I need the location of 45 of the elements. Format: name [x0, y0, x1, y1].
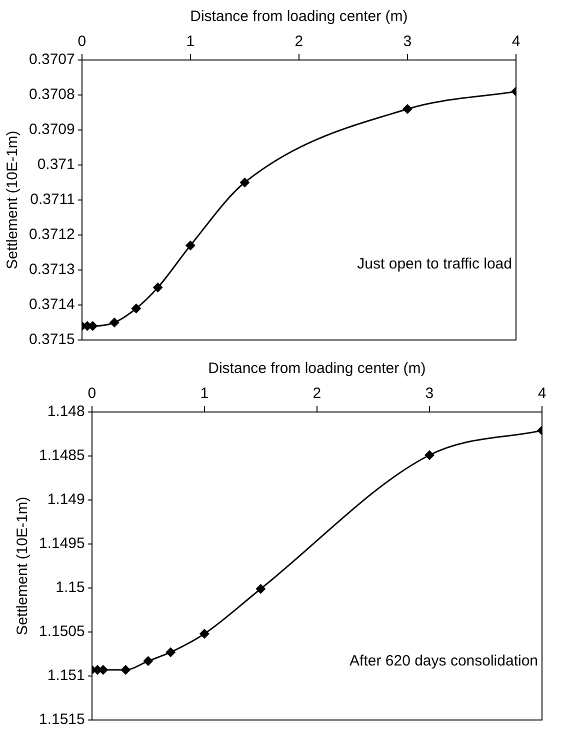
x-tick-label: 0 [78, 33, 86, 50]
y-tick-label: 1.149 [47, 491, 85, 508]
y-tick-label: 0.3712 [28, 226, 75, 244]
point [152, 282, 163, 292]
y-tick-label: 1.1515 [38, 711, 85, 728]
annotation: After 620 days consolidation [350, 652, 538, 670]
point [109, 318, 120, 328]
x-tick-label: 3 [425, 385, 434, 402]
y-tick-label: 1.1495 [38, 535, 85, 552]
y-tick-label: 0.3714 [28, 296, 75, 314]
point [402, 104, 412, 114]
y-tick-label: 1.1485 [38, 447, 85, 464]
point [240, 178, 250, 188]
y-tick-label: 0.3711 [30, 191, 75, 208]
x-tick-label: 4 [538, 385, 546, 402]
x-tick-label: 2 [312, 385, 322, 402]
x-tick-label: 0 [88, 385, 96, 402]
y-tick-label: 0.371 [37, 156, 75, 174]
y-tick-label: 1.148 [47, 403, 85, 420]
point [131, 304, 142, 314]
x-tick-label: 3 [403, 33, 412, 50]
y-axis-title: Settlement (10E-1m) [4, 130, 22, 270]
x-tick-label: 1 [200, 385, 209, 402]
x-axis-title: Distance from loading center (m) [208, 360, 426, 378]
point [185, 240, 196, 250]
point [256, 584, 266, 594]
x-tick-label: 1 [186, 33, 195, 50]
x-tick-label: 2 [294, 33, 304, 50]
y-tick-label: 0.3709 [28, 121, 75, 138]
point [199, 628, 210, 639]
y-tick-label: 0.3708 [28, 86, 75, 104]
y-tick-label: 1.151 [47, 667, 85, 684]
y-tick-label: 0.3707 [28, 51, 75, 68]
point [166, 647, 176, 658]
x-tick-label: 4 [512, 33, 520, 50]
y-tick-label: 0.3715 [28, 331, 75, 348]
y-axis-title: Settlement (10E-1m) [14, 496, 32, 636]
x-axis-title: Distance from loading center (m) [190, 8, 408, 26]
y-tick-label: 1.1505 [38, 623, 85, 640]
point [143, 656, 154, 666]
point [424, 450, 434, 460]
y-tick-label: 0.3713 [28, 261, 75, 278]
annotation: Just open to traffic load [357, 256, 512, 273]
y-tick-label: 1.15 [56, 579, 85, 596]
point [120, 664, 131, 675]
